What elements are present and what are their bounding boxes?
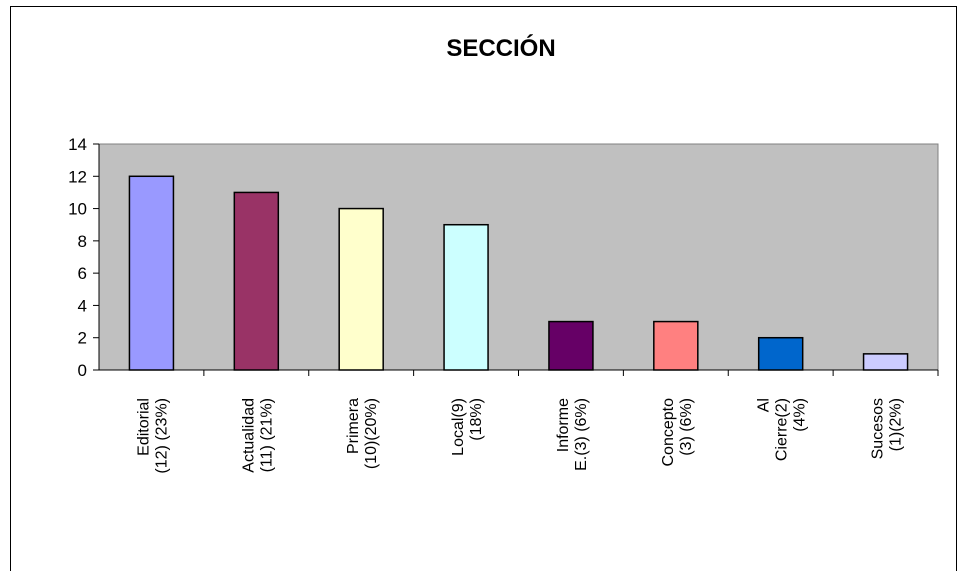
x-tick-label: Editorial (12) (23%) — [135, 398, 170, 474]
y-tick-label: 6 — [78, 264, 87, 283]
bar — [862, 353, 909, 371]
x-tick-label-line: (10)(20%) — [363, 398, 380, 469]
x-tick-label-line: E.(3) (6%) — [573, 398, 590, 471]
bar — [128, 175, 175, 371]
x-tick-label: Al Cierre(2) (4%) — [756, 398, 809, 461]
x-tick-label-line: (4%) — [792, 398, 809, 432]
bar — [548, 320, 594, 371]
y-tick-label: 2 — [78, 329, 87, 348]
x-tick-label-line: (12) (23%) — [153, 398, 170, 474]
x-tick-label-line: Concepto — [660, 398, 677, 467]
x-tick-label: Primera (10)(20%) — [345, 398, 380, 469]
x-tick-label-line: Primera — [345, 398, 362, 454]
x-tick-label-line: (1)(2%) — [888, 398, 905, 451]
bar — [338, 207, 384, 371]
x-tick-label-line: (3) (6%) — [678, 398, 695, 456]
bars — [128, 175, 909, 371]
y-tick-label: 4 — [78, 296, 87, 315]
x-tick-label-line: Editorial — [135, 398, 152, 456]
x-tick-label-line: (18%) — [468, 398, 485, 441]
y-tick-label: 10 — [68, 200, 87, 219]
y-tick-label: 14 — [68, 135, 87, 154]
y-tick-label: 12 — [68, 167, 87, 186]
plot-area — [98, 143, 939, 371]
x-tick-label-line: Actualidad — [240, 398, 257, 473]
x-tick-label-line: Informe — [555, 398, 572, 452]
bar — [233, 191, 280, 371]
x-tick-label: Concepto (3) (6%) — [660, 398, 695, 467]
bar — [757, 336, 804, 371]
x-tick-label: Informe E.(3) (6%) — [555, 398, 590, 471]
x-tick-label: Sucesos (1)(2%) — [870, 398, 905, 459]
bar — [443, 223, 489, 371]
x-axis: Editorial (12) (23%) Actualidad (11) (21%) P… — [99, 369, 939, 474]
y-tick-label: 0 — [78, 361, 87, 380]
x-tick-label-line: Al — [756, 398, 773, 412]
x-tick-label: Actualidad (11) (21%) — [240, 398, 275, 473]
x-tick-label: Local(9) (18%) — [450, 398, 485, 456]
x-tick-label-line: (11) (21%) — [258, 398, 275, 472]
x-tick-label-line: Local(9) — [450, 398, 467, 456]
chart-title: SECCIÓN — [446, 34, 555, 62]
bar — [653, 320, 699, 371]
y-axis: 0 2 4 6 8 10 12 14 — [68, 135, 100, 380]
x-tick-label-line: Sucesos — [870, 398, 887, 459]
x-tick-label-line: Cierre(2) — [774, 398, 791, 461]
y-tick-label: 8 — [78, 232, 87, 251]
